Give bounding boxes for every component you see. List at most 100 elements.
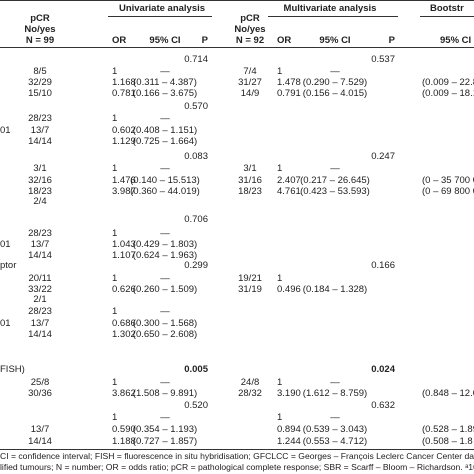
cell: 1 bbox=[112, 377, 118, 388]
cell: 2/1 bbox=[33, 294, 47, 305]
row-label: FISH) bbox=[0, 364, 25, 375]
cell: 3.862 bbox=[112, 388, 136, 399]
cell: (0.260 – 1.509) bbox=[132, 284, 198, 295]
cell: (0.009 – 22.8 bbox=[422, 77, 474, 88]
cell: — bbox=[330, 163, 340, 174]
column-heading: 95% CI bbox=[440, 35, 472, 46]
cell: 3/1 bbox=[243, 163, 257, 174]
cell: 0.626 bbox=[112, 284, 136, 295]
cell: (0.354 – 1.193) bbox=[132, 424, 198, 435]
cell: 1 bbox=[277, 66, 283, 77]
pcr-heading: pCR bbox=[30, 13, 50, 24]
cell: (0 – 69 800 000 bbox=[422, 186, 474, 197]
cell: (0.408 – 1.151) bbox=[132, 125, 198, 136]
cell: (0.539 – 3.043) bbox=[302, 424, 368, 435]
cell: (0.848 – 12.008 bbox=[422, 388, 474, 399]
cell: 0.714 bbox=[184, 54, 208, 65]
cell: (0.528 – 1.89 bbox=[422, 424, 474, 435]
cell: 1 bbox=[277, 377, 283, 388]
cell: (1.508 – 9.891) bbox=[132, 388, 198, 399]
cell: 1.188 bbox=[112, 436, 136, 447]
cell: 0.706 bbox=[184, 214, 208, 225]
cell: 28/23 bbox=[28, 113, 52, 124]
cell: 33/22 bbox=[28, 284, 52, 295]
cell: (0.360 – 44.019) bbox=[130, 186, 200, 197]
group-rule bbox=[420, 16, 474, 17]
cell: 14/14 bbox=[28, 250, 52, 261]
cell: (0.300 – 1.568) bbox=[132, 318, 198, 329]
cell: 24/8 bbox=[240, 377, 260, 388]
cell: (0.217 – 26.645) bbox=[300, 175, 370, 186]
cell: (0.650 – 2.608) bbox=[132, 329, 198, 340]
cell: 1.168 bbox=[112, 77, 136, 88]
cell: 0.537 bbox=[371, 54, 395, 65]
cell: — bbox=[160, 228, 170, 239]
cell: 0.781 bbox=[112, 88, 136, 99]
cell: 32/16 bbox=[28, 175, 52, 186]
bootstrap-heading: Bootstr bbox=[430, 3, 464, 14]
pcr-heading: N = 92 bbox=[235, 35, 265, 46]
bottom-rule bbox=[0, 449, 474, 450]
pcr-heading: N = 99 bbox=[25, 35, 55, 46]
cell: — bbox=[160, 273, 170, 284]
cell: 14/14 bbox=[28, 136, 52, 147]
cell: 32/29 bbox=[28, 77, 52, 88]
cell: 0.590 bbox=[112, 424, 136, 435]
cell: 31/19 bbox=[238, 284, 262, 295]
cell: 1 bbox=[277, 273, 283, 284]
cell: 14/9 bbox=[240, 88, 260, 99]
cell: (0.311 – 4.387) bbox=[133, 77, 197, 88]
pcr-heading: No/yes bbox=[24, 24, 56, 35]
cell: (0.290 – 7.529) bbox=[302, 77, 368, 88]
cell: 1.129 bbox=[112, 136, 136, 147]
group-rule bbox=[268, 16, 398, 17]
cell: 0.632 bbox=[371, 400, 395, 411]
cell: 1 bbox=[277, 163, 283, 174]
cell: 0.520 bbox=[184, 400, 208, 411]
cell: (1.612 – 8.759) bbox=[302, 388, 368, 399]
cell: 13/7 bbox=[30, 239, 50, 250]
group-rule bbox=[108, 16, 212, 17]
cell: 28/23 bbox=[28, 228, 52, 239]
cell: 0.791 bbox=[277, 88, 301, 99]
cell: 31/16 bbox=[238, 175, 262, 186]
row-label: 01 bbox=[0, 318, 11, 329]
cell: — bbox=[160, 306, 170, 317]
footnote: CI = confidence interval; FISH = fluores… bbox=[0, 451, 474, 461]
cell: 20/11 bbox=[28, 273, 52, 284]
header-rule bbox=[0, 47, 474, 48]
cell: 14/14 bbox=[28, 329, 52, 340]
row-label: ptor bbox=[0, 260, 17, 271]
cell: — bbox=[160, 113, 170, 124]
cell: 0.570 bbox=[184, 101, 208, 112]
cell: 1 bbox=[277, 412, 283, 423]
cell: 13/7 bbox=[30, 318, 50, 329]
cell: (0.508 – 1.8 bbox=[422, 436, 473, 447]
column-heading: 95% CI bbox=[149, 35, 181, 46]
cell: 18/23 bbox=[238, 186, 262, 197]
cell: 4.761 bbox=[277, 186, 301, 197]
cell: (0.184 – 1.328) bbox=[302, 284, 368, 295]
cell: 0.496 bbox=[277, 284, 301, 295]
top-rule bbox=[0, 0, 474, 1]
cell: 1 bbox=[112, 113, 118, 124]
cell: 0.894 bbox=[277, 424, 301, 435]
cell: 18/23 bbox=[28, 186, 52, 197]
cell: 2/4 bbox=[33, 196, 47, 207]
cell: 0.005 bbox=[184, 364, 208, 375]
cell: (0 – 35 700 00 bbox=[422, 175, 474, 186]
cell: 7/4 bbox=[243, 66, 257, 77]
cell: (0.156 – 4.015) bbox=[302, 88, 368, 99]
cell: 28/32 bbox=[238, 388, 262, 399]
cell: 1.476 bbox=[112, 175, 136, 186]
cell: 19/21 bbox=[238, 273, 262, 284]
cell: (0.009 – 18.1 bbox=[422, 88, 474, 99]
cell: 1 bbox=[112, 66, 118, 77]
cell: (0.727 – 1.857) bbox=[132, 436, 198, 447]
cell: 0.299 bbox=[184, 260, 208, 271]
cell: 1.244 bbox=[277, 436, 301, 447]
cell: 3.987 bbox=[112, 186, 136, 197]
cell: 31/27 bbox=[238, 77, 262, 88]
cell: — bbox=[160, 66, 170, 77]
